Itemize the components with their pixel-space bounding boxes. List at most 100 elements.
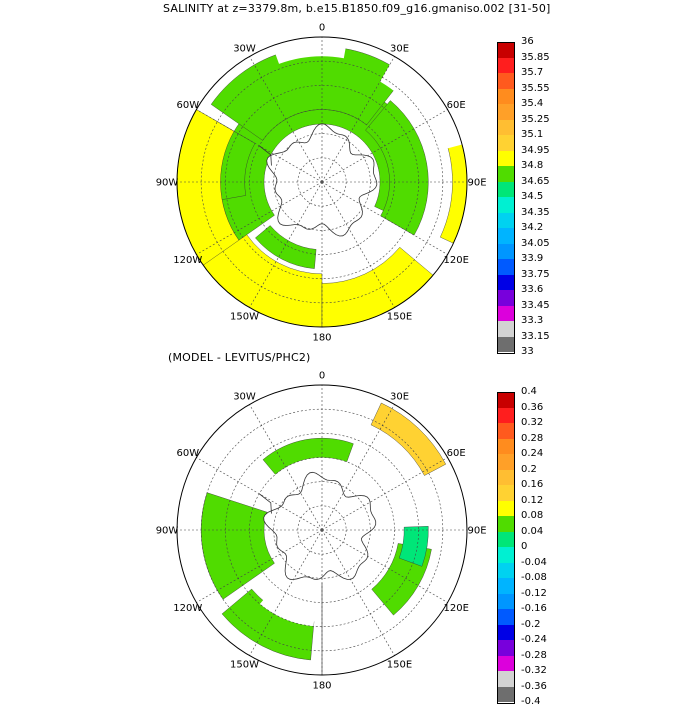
map-border	[176, 36, 468, 328]
colorbar-tick-label: 0.08	[521, 510, 544, 521]
colorbar-swatch	[497, 516, 514, 532]
longitude-label-n90e: 90E	[467, 178, 486, 189]
longitude-label-n120e: 120E	[443, 603, 468, 614]
colorbar-salinity: 36 35.85 35.7 35.55 35.4 35.25 35.1 34.95 34.8 34…	[497, 36, 557, 357]
longitude-line	[196, 529, 323, 603]
colorbar-tick-label: 34.65	[521, 175, 550, 187]
colorbar-swatch	[497, 485, 514, 501]
longitude-label-n60w: 60W	[176, 100, 199, 111]
colorbar-tick-label: -0.24	[521, 634, 547, 645]
colorbar-swatch	[497, 181, 514, 197]
colorbar-tick-label: 33.75	[521, 268, 550, 280]
colorbar-swatch	[497, 609, 514, 625]
colorbar-tick-label: 33.3	[521, 315, 544, 326]
colorbar-swatch	[497, 73, 514, 89]
colorbar-tick-label: 33.6	[521, 284, 544, 295]
colorbar-swatch	[497, 290, 514, 306]
ocean-region-cyan-east	[398, 526, 429, 567]
ocean-region-orange-patch	[370, 402, 447, 476]
polar-map-1: 0 30E 60E 90E 120E 150E 180 150W 120W 90W 60W 30W	[156, 371, 487, 692]
ocean-region-ross-sea	[255, 225, 317, 269]
colorbar-tick-label: 34.05	[521, 237, 550, 249]
longitude-label-n0: 0	[319, 371, 325, 382]
longitude-label-n120w: 120W	[173, 255, 202, 266]
no-data-area	[272, 37, 348, 64]
colorbar-tick-label: 35.55	[521, 82, 550, 94]
colorbar-tick-label: 34.95	[521, 144, 550, 156]
colorbar-swatch	[497, 640, 514, 656]
colorbar-tick-label: 0.36	[521, 401, 544, 413]
polar-map-0: 0 30E 60E 90E 120E 150E 180 150W 120W 90W 60W 30W	[156, 23, 487, 344]
colorbar-tick-label: -0.36	[521, 680, 547, 692]
map-fill-1	[177, 385, 467, 675]
colorbar-tick-label: 35.85	[521, 51, 550, 63]
colorbar-tick-label: 0.12	[521, 494, 544, 506]
colorbar-swatch	[497, 593, 514, 609]
colorbar-swatch	[497, 423, 514, 439]
colorbar-tick-label: -0.2	[521, 618, 541, 630]
colorbar-swatch	[497, 243, 514, 259]
colorbar-tick-label: -0.28	[521, 649, 547, 661]
longitude-label-n180: 180	[312, 681, 331, 692]
longitude-line	[321, 56, 395, 183]
antarctic-peninsula	[258, 145, 272, 166]
colorbar-tick-label: 35.1	[521, 129, 544, 140]
colorbar-difference: 0.4 0.36 0.32 0.28 0.24 0.2 0.16 0.12 0.08 0.04 0 -…	[497, 386, 557, 707]
longitude-line	[249, 181, 323, 308]
colorbar-tick-label: 33.9	[521, 253, 544, 264]
colorbar-tick-label: 34.2	[521, 222, 544, 233]
colorbar-tick-label: -0.16	[521, 603, 547, 614]
colorbar-swatch	[497, 531, 514, 547]
colorbar-tick-label: 0.2	[521, 463, 537, 475]
colorbar-swatch	[497, 274, 514, 290]
colorbar-swatch	[497, 438, 514, 454]
longitude-line	[321, 529, 448, 603]
no-data-area	[259, 592, 315, 627]
colorbar-tick-label: 36	[521, 36, 534, 47]
colorbar-tick-label: 0.32	[521, 417, 544, 428]
longitude-label-n120e: 120E	[443, 255, 468, 266]
colorbar-swatch	[497, 469, 514, 485]
colorbar-swatch	[497, 392, 514, 408]
colorbar-swatch	[497, 228, 514, 244]
longitude-label-n90w: 90W	[156, 526, 179, 537]
colorbar-tick-label: 0	[521, 541, 528, 552]
longitude-label-n0: 0	[319, 23, 325, 34]
longitude-label-n60w: 60W	[176, 448, 199, 459]
colorbar-swatch	[497, 336, 514, 352]
colorbar-tick-label: 34.35	[521, 206, 550, 218]
colorbar-swatch	[497, 655, 514, 671]
map-border	[176, 384, 468, 676]
no-data-area	[380, 56, 463, 152]
longitude-line	[249, 404, 323, 531]
longitude-label-n150e: 150E	[387, 312, 412, 323]
colorbar-swatch	[497, 407, 514, 423]
longitude-label-n30e: 30E	[390, 43, 409, 54]
colorbar-swatch	[497, 104, 514, 120]
map-fill-0	[177, 37, 467, 327]
longitude-line	[196, 181, 323, 255]
plot-title-difference: (MODEL - LEVITUS/PHC2)	[168, 351, 311, 364]
longitude-label-n90e: 90E	[467, 526, 486, 537]
colorbar-swatch	[497, 578, 514, 594]
longitude-label-n150e: 150E	[387, 660, 412, 671]
colorbar-frame	[497, 392, 515, 704]
colorbar-swatch	[497, 671, 514, 687]
colorbar-tick-label: -0.08	[521, 572, 547, 583]
colorbar-tick-label: 0.4	[521, 386, 537, 397]
longitude-label-n120w: 120W	[173, 603, 202, 614]
colorbar-tick-label: 34.5	[521, 191, 544, 202]
colorbar-tick-label: 33.45	[521, 299, 550, 311]
colorbar-frame	[497, 42, 515, 354]
colorbar-swatch	[497, 197, 514, 213]
colorbar-swatch	[497, 624, 514, 640]
colorbar-tick-label: 35.7	[521, 67, 544, 78]
longitude-line	[321, 109, 448, 183]
colorbar-swatch	[497, 500, 514, 516]
colorbar-swatch	[497, 150, 514, 166]
colorbar-tick-label: -0.12	[521, 587, 547, 599]
longitude-line	[196, 109, 323, 183]
longitude-line	[196, 457, 323, 531]
colorbar-swatch	[497, 305, 514, 321]
colorbar-swatch	[497, 259, 514, 275]
